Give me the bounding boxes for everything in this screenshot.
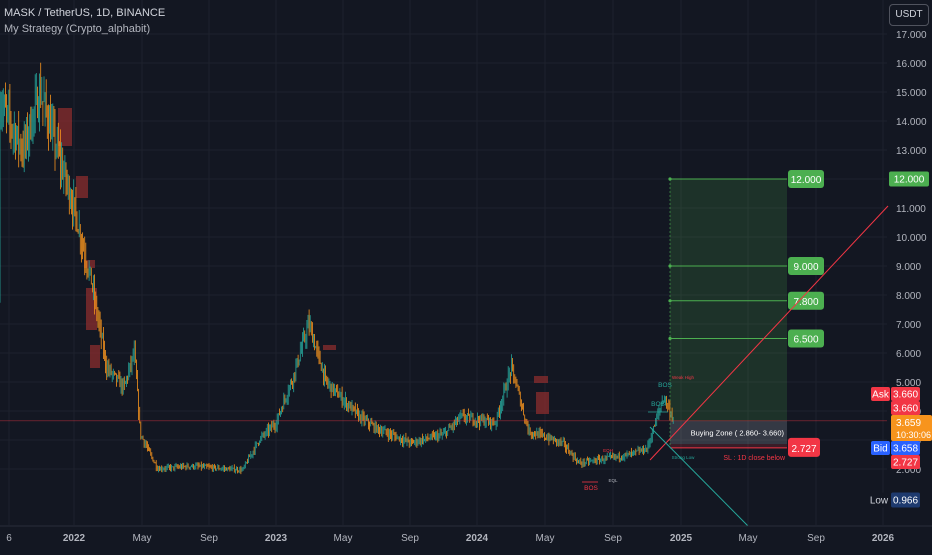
y-tick-label: 8.000 <box>896 291 921 302</box>
candles-layer <box>0 62 674 475</box>
order-block <box>536 392 549 414</box>
target-dot <box>668 177 672 181</box>
target-zone <box>670 179 787 421</box>
target-dot <box>668 264 672 268</box>
bid-label: Bid <box>873 444 887 455</box>
ask-value-bg <box>891 387 920 401</box>
target-label: 9.000 <box>793 262 818 273</box>
stop-zone <box>670 444 787 448</box>
target-badge <box>788 257 824 275</box>
y-tick-label: 15.000 <box>896 88 927 99</box>
target-dot <box>668 299 672 303</box>
low-label-bg <box>869 492 889 508</box>
target-axis-tag-bg <box>889 171 929 187</box>
target-badge <box>788 291 824 310</box>
target-badge <box>788 170 824 188</box>
x-tick-label: 2026 <box>872 533 895 544</box>
bid-value-2: 2.727 <box>893 458 918 469</box>
x-axis: 6 2022 May Sep 2023 May Sep 2024 May Sep 2025 May Se… <box>0 525 932 544</box>
y-tick-label: 7.000 <box>896 320 921 331</box>
x-tick-label: May <box>536 533 555 544</box>
structure-label: BOS <box>651 401 665 408</box>
x-tick-label: 2024 <box>466 533 489 544</box>
order-blocks <box>58 108 549 414</box>
x-tick-label: Sep <box>401 533 419 544</box>
ask-label: Ask <box>872 390 890 401</box>
x-tick-label: Sep <box>200 533 218 544</box>
stop-badge <box>788 437 820 457</box>
symbol-title[interactable]: MASK / TetherUS, 1D, BINANCE <box>4 7 166 19</box>
ask-value-2: 3.660 <box>893 404 918 415</box>
target-axis-tag: 12.000 <box>894 175 925 186</box>
buying-zone-label: Buying Zone ( 2.860- 3.660) <box>691 428 785 437</box>
overlay-layer: 12.000 9.000 7.800 6.500 2.727 SL : 1D close … <box>0 170 889 527</box>
y-tick-label: 17.000 <box>896 30 927 41</box>
x-tick-label: 2022 <box>63 533 86 544</box>
structure-label: EQH <box>603 448 613 453</box>
x-tick-label: 6 <box>6 533 12 544</box>
x-tick-label: 2023 <box>265 533 288 544</box>
low-value-bg <box>891 492 920 508</box>
structure-label: BOS <box>584 485 598 492</box>
y-tick-label: 6.000 <box>896 349 921 360</box>
buying-zone <box>670 420 787 445</box>
target-badge <box>788 329 824 348</box>
y-tick-label: 2.000 <box>896 465 921 476</box>
order-block <box>58 108 72 146</box>
stop-label: 2.727 <box>791 444 816 455</box>
last-price-bg <box>891 415 932 441</box>
order-block <box>90 345 100 368</box>
bid-value-bg <box>891 441 920 455</box>
currency-button[interactable]: USDT <box>889 4 929 26</box>
structure-label: BOS <box>658 382 672 389</box>
low-label: Low <box>870 496 889 507</box>
y-tick-label: 10.000 <box>896 233 927 244</box>
stop-note: SL : 1D close below <box>723 455 786 462</box>
projection-down-line <box>649 426 749 527</box>
x-tick-label: May <box>133 533 152 544</box>
target-dot <box>668 336 672 341</box>
bid-value: 3.658 <box>893 444 918 455</box>
order-block <box>534 376 548 383</box>
ask-value: 3.660 <box>893 390 918 401</box>
y-tick-label: 13.000 <box>896 146 927 157</box>
structure-label: Strong Low <box>672 455 696 460</box>
order-block <box>323 345 336 350</box>
y-tick-label: 9.000 <box>896 262 921 273</box>
target-label: 12.000 <box>791 175 822 186</box>
zones-layer <box>669 179 787 448</box>
y-tick-label: 11.000 <box>896 204 926 215</box>
indicator-title[interactable]: My Strategy (Crypto_alphabit) <box>4 23 151 35</box>
target-label: 6.500 <box>793 335 818 346</box>
x-tick-label: May <box>739 533 758 544</box>
ask-label-bg <box>871 387 890 401</box>
x-tick-label: Sep <box>604 533 622 544</box>
x-tick-label: 2025 <box>670 533 693 544</box>
projection-up-line <box>649 205 889 461</box>
y-tick-label: 5.000 <box>896 378 921 389</box>
x-tick-label: Sep <box>807 533 825 544</box>
low-value: 0.966 <box>893 496 918 507</box>
y-tick-label: 16.000 <box>896 59 927 70</box>
order-block <box>86 288 97 330</box>
x-tick-label: May <box>334 533 353 544</box>
ask-value-2-bg <box>891 401 920 415</box>
bid-label-bg <box>871 441 890 455</box>
bid-value-2-bg <box>891 455 920 469</box>
grid-lines <box>0 0 887 525</box>
last-price: 3.659 <box>896 418 921 429</box>
structure-label: EQL <box>608 478 618 483</box>
countdown: 10:30:06 <box>896 430 931 440</box>
structure-label: Weak High <box>672 375 694 380</box>
y-tick-label: 14.000 <box>896 117 927 128</box>
order-block <box>76 176 88 198</box>
target-label: 7.800 <box>793 297 818 308</box>
